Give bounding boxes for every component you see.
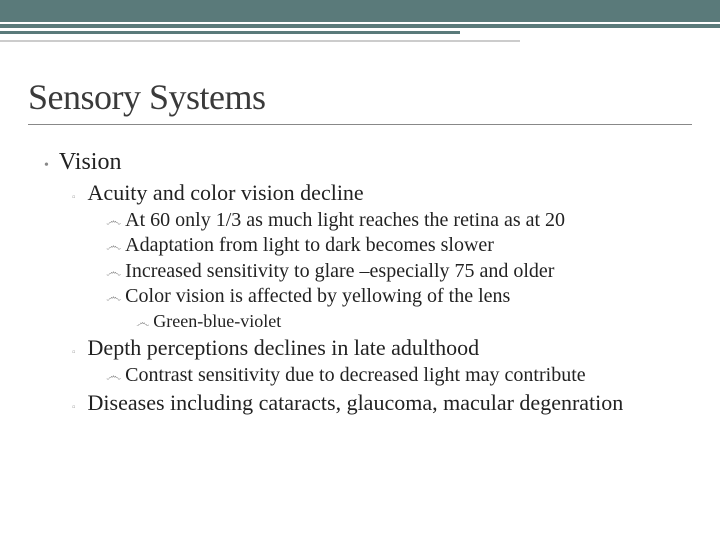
- list-item: ෴ Color vision is affected by yellowing …: [106, 285, 692, 309]
- list-item-label: Diseases including cataracts, glaucoma, …: [88, 390, 624, 416]
- list-item-label: Vision: [59, 149, 122, 176]
- bullet-icon: ෴: [106, 262, 121, 284]
- list-item-label: Contrast sensitivity due to decreased li…: [125, 364, 585, 387]
- list-item-label: Increased sensitivity to glare –especial…: [125, 260, 554, 283]
- list-item-label: Adaptation from light to dark becomes sl…: [125, 234, 494, 257]
- bullet-icon: ▫: [72, 399, 76, 417]
- list-item: • Vision: [44, 149, 692, 176]
- decorative-line: [0, 40, 520, 42]
- bullet-icon: ෴: [106, 366, 121, 388]
- list-item-label: Acuity and color vision decline: [88, 180, 364, 206]
- bullet-icon: ෴: [106, 211, 121, 233]
- bullet-icon: ෴: [106, 236, 121, 258]
- list-item: ▫ Diseases including cataracts, glaucoma…: [72, 390, 692, 417]
- title-underline: [28, 124, 692, 125]
- list-item-label: Depth perceptions declines in late adult…: [88, 335, 480, 361]
- list-item-label: Green-blue-violet: [153, 311, 281, 332]
- decorative-line: [0, 22, 720, 24]
- list-item: ෴ Adaptation from light to dark becomes …: [106, 234, 692, 258]
- list-item: ෴ At 60 only 1/3 as much light reaches t…: [106, 209, 692, 233]
- bullet-icon: ෴: [106, 287, 121, 309]
- decorative-line: [0, 31, 460, 34]
- slide-top-bar: [0, 0, 720, 28]
- slide-content: Sensory Systems • Vision ▫ Acuity and co…: [0, 28, 720, 417]
- slide-title: Sensory Systems: [28, 76, 692, 118]
- list-item: ෴ Increased sensitivity to glare –especi…: [106, 260, 692, 284]
- bullet-icon: ▫: [72, 189, 76, 207]
- list-item-label: Color vision is affected by yellowing of…: [125, 285, 510, 308]
- bullet-icon: •: [44, 156, 49, 176]
- list-item: ▫ Acuity and color vision decline: [72, 180, 692, 207]
- list-item: ෴ Green-blue-violet: [136, 311, 692, 334]
- bullet-icon: ▫: [72, 344, 76, 362]
- bullet-icon: ෴: [136, 314, 149, 334]
- list-item: ෴ Contrast sensitivity due to decreased …: [106, 364, 692, 388]
- list-item-label: At 60 only 1/3 as much light reaches the…: [125, 209, 565, 232]
- list-item: ▫ Depth perceptions declines in late adu…: [72, 335, 692, 362]
